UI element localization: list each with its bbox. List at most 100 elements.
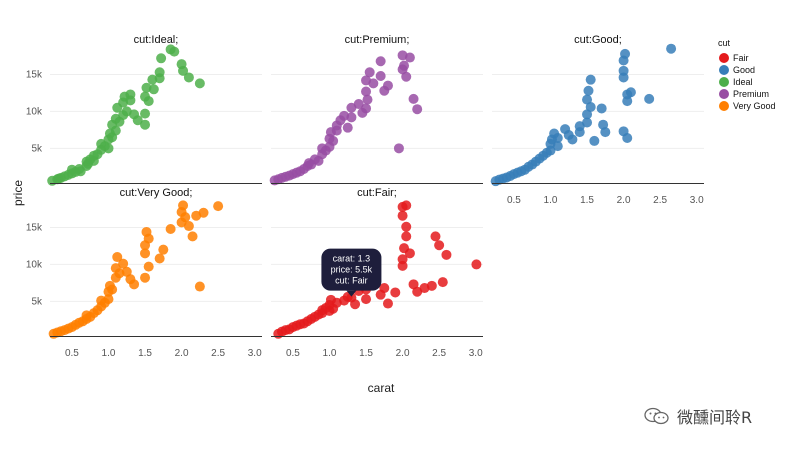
data-point[interactable] — [589, 135, 600, 146]
data-point[interactable] — [154, 253, 165, 264]
data-point[interactable] — [644, 93, 655, 104]
data-point[interactable] — [552, 141, 563, 152]
data-point[interactable] — [194, 78, 205, 89]
data-point[interactable] — [408, 93, 419, 104]
data-point[interactable] — [328, 135, 339, 146]
data-point[interactable] — [585, 74, 596, 85]
data-point[interactable] — [121, 266, 132, 277]
data-point[interactable] — [618, 65, 629, 76]
data-point[interactable] — [213, 201, 224, 212]
data-point[interactable] — [194, 281, 205, 292]
data-point[interactable] — [180, 212, 191, 223]
data-point[interactable] — [379, 283, 390, 294]
legend-swatch — [719, 101, 729, 111]
data-point[interactable] — [408, 279, 419, 290]
data-point[interactable] — [622, 132, 633, 143]
data-point[interactable] — [471, 259, 482, 270]
data-point[interactable] — [362, 94, 373, 105]
data-point[interactable] — [437, 277, 448, 288]
data-point[interactable] — [399, 60, 410, 71]
data-point[interactable] — [582, 117, 593, 128]
data-point[interactable] — [140, 108, 151, 119]
data-point[interactable] — [156, 53, 167, 64]
data-point[interactable] — [375, 70, 386, 81]
x-tick-label: 1.0 — [544, 195, 558, 206]
data-point[interactable] — [148, 84, 159, 95]
data-point[interactable] — [401, 71, 412, 82]
data-point[interactable] — [183, 221, 194, 232]
x-tick-label: 0.5 — [65, 348, 79, 359]
data-point[interactable] — [364, 67, 375, 78]
data-point[interactable] — [107, 284, 118, 295]
watermark: 微醺间聆R — [643, 404, 752, 428]
data-point[interactable] — [154, 67, 165, 78]
data-point[interactable] — [143, 261, 154, 272]
data-point[interactable] — [397, 210, 408, 221]
data-point[interactable] — [582, 94, 593, 105]
data-point[interactable] — [434, 240, 445, 251]
data-point[interactable] — [622, 96, 633, 107]
data-point[interactable] — [125, 89, 136, 100]
data-point[interactable] — [382, 80, 393, 91]
data-point[interactable] — [390, 287, 401, 298]
data-point[interactable] — [582, 109, 593, 120]
data-point[interactable] — [585, 101, 596, 112]
data-point[interactable] — [361, 294, 372, 305]
data-point[interactable] — [441, 249, 452, 260]
data-point[interactable] — [140, 119, 151, 130]
data-point[interactable] — [140, 248, 151, 259]
data-point[interactable] — [426, 280, 437, 291]
data-point[interactable] — [382, 298, 393, 309]
panel-good: cut:Good; 0.5 1.0 1.5 2.0 2.5 3.0 — [490, 34, 704, 206]
data-point[interactable] — [178, 200, 189, 211]
data-point[interactable] — [132, 115, 143, 126]
data-point[interactable] — [625, 87, 636, 98]
data-point[interactable] — [118, 258, 129, 269]
data-point[interactable] — [368, 78, 379, 89]
data-point[interactable] — [103, 143, 114, 154]
data-point[interactable] — [596, 103, 607, 114]
data-point[interactable] — [401, 200, 412, 211]
data-point[interactable] — [412, 104, 423, 115]
data-point[interactable] — [342, 122, 353, 133]
data-point[interactable] — [404, 248, 415, 259]
data-point[interactable] — [158, 244, 169, 255]
data-point[interactable] — [552, 132, 563, 143]
data-point[interactable] — [165, 223, 176, 234]
data-point[interactable] — [361, 103, 372, 114]
data-point[interactable] — [620, 48, 631, 59]
data-point[interactable] — [397, 254, 408, 265]
data-point[interactable] — [112, 252, 123, 263]
data-point[interactable] — [110, 125, 121, 136]
data-point[interactable] — [393, 143, 404, 154]
panel-title: cut:Premium; — [345, 34, 410, 46]
data-point[interactable] — [143, 233, 154, 244]
data-point[interactable] — [404, 52, 415, 63]
legend-label: Very Good — [733, 101, 776, 111]
data-point[interactable] — [666, 43, 677, 54]
data-point[interactable] — [583, 85, 594, 96]
legend-swatch — [719, 53, 729, 63]
data-point[interactable] — [140, 272, 151, 283]
data-point[interactable] — [401, 221, 412, 232]
data-point[interactable] — [353, 99, 364, 110]
data-point[interactable] — [169, 46, 180, 57]
data-point[interactable] — [361, 86, 372, 97]
data-point[interactable] — [198, 207, 209, 218]
data-point[interactable] — [178, 65, 189, 76]
data-point[interactable] — [103, 294, 114, 305]
data-point[interactable] — [187, 231, 198, 242]
data-point[interactable] — [375, 56, 386, 67]
data-point[interactable] — [331, 125, 342, 136]
data-point[interactable] — [143, 96, 154, 107]
data-point[interactable] — [346, 112, 357, 123]
data-point[interactable] — [567, 134, 578, 145]
data-point[interactable] — [183, 72, 194, 83]
data-point[interactable] — [350, 299, 361, 310]
x-tick-label: 1.5 — [138, 348, 152, 359]
data-point[interactable] — [401, 231, 412, 242]
data-point[interactable] — [430, 231, 441, 242]
data-point[interactable] — [129, 279, 140, 290]
data-point[interactable] — [600, 127, 611, 138]
